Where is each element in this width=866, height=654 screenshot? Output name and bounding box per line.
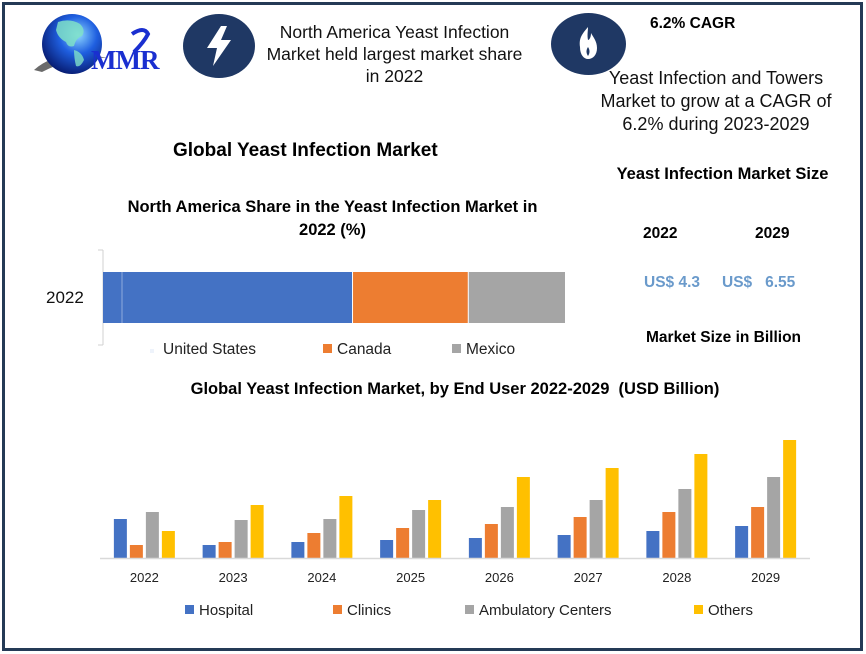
x-tick-label: 2022	[130, 570, 159, 585]
bar-hospital-2029	[735, 526, 749, 558]
flame-icon	[579, 27, 597, 59]
highlight-text: North America Yeast Infection Market hel…	[266, 22, 523, 86]
legend-swatch	[452, 344, 461, 353]
bar-clinics-2028	[662, 512, 676, 558]
legend-swatch	[323, 344, 332, 353]
legend-swatch	[694, 605, 703, 614]
share-legend-mexico: Mexico	[452, 341, 515, 359]
end-user-legend-ambulatory-centers: Ambulatory Centers	[465, 602, 612, 619]
bar-others-2025	[428, 500, 442, 558]
share-bar-united-states	[103, 272, 353, 323]
bar-hospital-2026	[468, 538, 482, 558]
legend-swatch	[185, 605, 194, 614]
mmr-logo: MMR	[28, 8, 178, 83]
bar-others-2024	[339, 496, 353, 558]
market-size-value-2022: US$ 4.3	[644, 274, 701, 291]
x-tick-label: 2024	[307, 570, 336, 585]
legend-label: Clinics	[347, 602, 392, 619]
x-tick-label: 2029	[751, 570, 780, 585]
end-user-chart-title: Global Yeast Infection Market, by End Us…	[190, 380, 720, 398]
legend-label: United States	[163, 341, 257, 358]
cagr-title: 6.2% CAGR	[650, 15, 736, 32]
bar-ambulatory-centers-2028	[678, 489, 692, 558]
bar-others-2028	[694, 454, 708, 558]
bar-ambulatory-centers-2022	[145, 512, 159, 558]
bar-ambulatory-centers-2027	[589, 500, 603, 558]
share-legend-canada: Canada	[323, 341, 391, 359]
share-legend-united-states: United States	[150, 341, 256, 359]
bar-hospital-2022	[113, 519, 127, 558]
bar-clinics-2023	[218, 542, 232, 558]
legend-label: Others	[708, 602, 754, 619]
bar-ambulatory-centers-2023	[234, 520, 248, 558]
globe-icon	[34, 14, 151, 74]
bar-clinics-2029	[751, 507, 765, 558]
logo-text: MMR	[91, 45, 159, 75]
legend-label: Hospital	[199, 602, 254, 619]
bar-clinics-2025	[396, 528, 410, 558]
lightning-icon-badge	[183, 14, 255, 78]
bar-others-2029	[783, 440, 797, 558]
bar-hospital-2024	[291, 542, 305, 558]
bar-others-2027	[605, 468, 619, 558]
share-chart-title: North America Share in the Yeast Infecti…	[127, 198, 538, 239]
main-title: Global Yeast Infection Market	[173, 140, 438, 161]
end-user-chart: 2022 2023 2024 2025 2026 2027 2028 2029	[100, 440, 810, 585]
x-tick-label: 2023	[219, 570, 248, 585]
legend-swatch	[150, 349, 154, 353]
bar-ambulatory-centers-2024	[323, 519, 337, 558]
market-size-value-2029: US$ 6.55	[722, 274, 796, 291]
share-bar-canada	[353, 272, 468, 323]
bar-others-2026	[516, 477, 530, 558]
legend-swatch	[465, 605, 474, 614]
bar-clinics-2024	[307, 533, 321, 558]
end-user-legend-clinics: Clinics	[333, 602, 391, 619]
bar-hospital-2025	[380, 540, 394, 558]
x-tick-label: 2026	[485, 570, 514, 585]
legend-label: Ambulatory Centers	[479, 602, 612, 619]
legend-label: Mexico	[466, 341, 516, 358]
market-size-title: Yeast Infection Market Size	[616, 165, 829, 183]
x-tick-label: 2025	[396, 570, 425, 585]
share-chart-category-label: 2022	[46, 288, 84, 307]
bar-hospital-2023	[202, 545, 216, 558]
bar-hospital-2028	[646, 531, 660, 558]
bar-clinics-2026	[484, 524, 498, 558]
cagr-text: Yeast Infection and Towers Market to gro…	[600, 68, 832, 134]
bar-hospital-2027	[557, 535, 571, 558]
lightning-icon	[207, 26, 231, 66]
market-size-unit-note: Market Size in Billion	[646, 329, 802, 346]
market-size-year-2029: 2029	[755, 225, 790, 242]
bar-others-2023	[250, 505, 264, 558]
legend-label: Canada	[337, 341, 392, 358]
bar-others-2022	[161, 531, 175, 558]
bar-ambulatory-centers-2025	[412, 510, 426, 558]
share-chart: 2022	[46, 249, 565, 346]
end-user-legend-hospital: Hospital	[185, 602, 253, 619]
bar-ambulatory-centers-2029	[767, 477, 781, 558]
x-tick-label: 2028	[662, 570, 691, 585]
market-size-year-2022: 2022	[643, 225, 678, 242]
bar-clinics-2022	[129, 545, 143, 558]
bar-ambulatory-centers-2026	[500, 507, 514, 558]
x-tick-label: 2027	[574, 570, 603, 585]
flame-icon-badge	[551, 13, 626, 75]
share-bar-mexico	[468, 272, 565, 323]
end-user-legend-others: Others	[694, 602, 753, 619]
bar-clinics-2027	[573, 517, 587, 558]
legend-swatch	[333, 605, 342, 614]
